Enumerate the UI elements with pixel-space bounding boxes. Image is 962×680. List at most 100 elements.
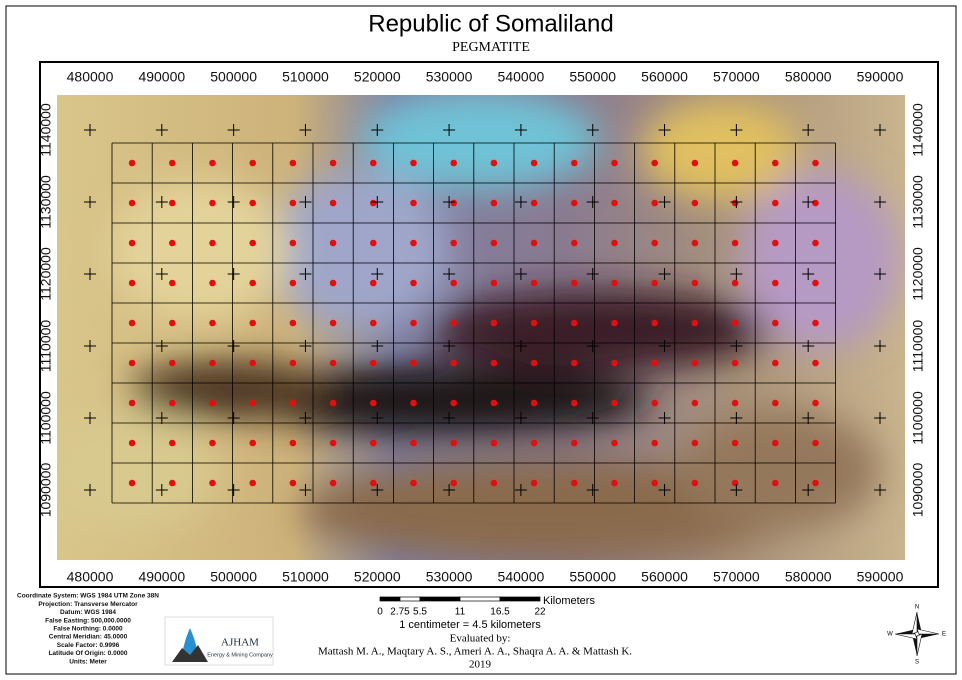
sample-point xyxy=(530,359,538,367)
sample-point xyxy=(651,439,658,447)
graticule-cross xyxy=(874,412,886,424)
graticule-cross xyxy=(443,484,456,496)
graticule-cross xyxy=(299,196,312,208)
sample-point xyxy=(571,159,578,167)
graticule-cross xyxy=(874,268,886,280)
x-tick-label-bottom: 590000 xyxy=(857,569,904,585)
graticule-cross xyxy=(874,484,886,496)
sample-point xyxy=(289,199,297,207)
sample-point xyxy=(289,439,297,447)
graticule-cross xyxy=(658,340,671,352)
sample-point xyxy=(772,359,779,367)
projection-line: Coordinate System: WGS 1984 UTM Zone 38N xyxy=(17,593,159,600)
page-border xyxy=(5,5,957,675)
sample-point xyxy=(209,399,216,407)
sample-point xyxy=(450,399,458,407)
graticule-cross xyxy=(443,268,456,280)
sample-point xyxy=(289,239,297,247)
sample-point xyxy=(370,319,377,327)
sample-point xyxy=(651,199,658,207)
sample-point xyxy=(169,279,176,287)
sample-point xyxy=(249,359,256,367)
y-tick-label-left: 1100000 xyxy=(38,391,54,445)
sample-point xyxy=(490,319,498,327)
sample-point xyxy=(731,239,739,247)
sample-point xyxy=(731,359,739,367)
scale-segment xyxy=(379,596,401,602)
compass-light xyxy=(894,611,940,657)
sample-point xyxy=(611,159,618,167)
graticule-cross xyxy=(371,268,384,280)
graticule-cross xyxy=(371,484,384,496)
sample-point xyxy=(772,159,779,167)
y-tick-label-right: 1110000 xyxy=(910,320,926,373)
sample-point xyxy=(329,399,337,407)
y-tick-label-left: 1140000 xyxy=(38,103,54,157)
sample-point xyxy=(651,359,658,367)
sample-point xyxy=(289,279,297,287)
sample-point xyxy=(209,239,216,247)
sample-point xyxy=(530,319,538,327)
sample-point xyxy=(169,239,176,247)
graticule-cross xyxy=(443,340,456,352)
sample-point xyxy=(329,359,337,367)
sample-point xyxy=(812,319,819,327)
credits-year: 2019 xyxy=(469,659,492,671)
graticule-cross xyxy=(299,340,312,352)
sample-point xyxy=(490,399,498,407)
sample-point xyxy=(410,319,417,327)
x-tick-label-bottom: 560000 xyxy=(641,569,688,585)
projection-line: Units: Meter xyxy=(69,658,107,665)
sample-point xyxy=(370,199,377,207)
graticule-cross xyxy=(514,268,527,280)
x-tick-label-bottom: 500000 xyxy=(210,569,257,585)
graticule-cross xyxy=(730,412,743,424)
graticule-cross xyxy=(227,268,240,280)
sample-point xyxy=(611,399,618,407)
sample-point xyxy=(329,479,337,487)
sample-point xyxy=(530,159,538,167)
graticule-cross xyxy=(371,412,384,424)
sample-point xyxy=(450,359,458,367)
graticule-cross xyxy=(227,484,240,496)
sample-point xyxy=(370,279,377,287)
sample-point xyxy=(329,159,337,167)
sample-point xyxy=(530,279,538,287)
sample-point xyxy=(169,439,176,447)
graticule-cross xyxy=(586,340,599,352)
sample-point xyxy=(128,439,136,447)
sample-point xyxy=(249,199,256,207)
sample-point xyxy=(450,159,458,167)
sample-point xyxy=(611,319,618,327)
sample-point xyxy=(611,439,618,447)
graticule-cross xyxy=(299,412,312,424)
sample-point xyxy=(691,399,699,407)
y-tick-label-right: 1100000 xyxy=(910,391,926,445)
graticule-cross xyxy=(514,340,527,352)
scale-segment xyxy=(459,596,501,602)
graticule-cross xyxy=(802,268,815,280)
graticule-cross xyxy=(155,268,168,280)
graticule-cross xyxy=(155,340,168,352)
sample-point xyxy=(128,319,136,327)
logo-tagline: Energy & Mining Company xyxy=(207,652,273,658)
sample-point xyxy=(370,439,377,447)
graticule-cross xyxy=(514,196,527,208)
graticule-cross xyxy=(514,484,527,496)
projection-line: Scale Factor: 0.9996 xyxy=(57,642,120,649)
graticule-cross xyxy=(227,340,240,352)
sample-point xyxy=(772,199,779,207)
sample-point xyxy=(128,239,136,247)
sample-point xyxy=(450,319,458,327)
logo-box xyxy=(164,616,274,666)
sample-point xyxy=(209,199,216,207)
sample-point xyxy=(490,439,498,447)
sample-point xyxy=(772,399,779,407)
north-arrow: N E S W xyxy=(887,605,946,666)
sample-point xyxy=(289,159,297,167)
graticule-cross xyxy=(586,196,599,208)
x-tick-label-top: 520000 xyxy=(354,69,401,85)
sample-point xyxy=(329,239,337,247)
sample-point xyxy=(691,239,699,247)
sample-point xyxy=(370,159,377,167)
